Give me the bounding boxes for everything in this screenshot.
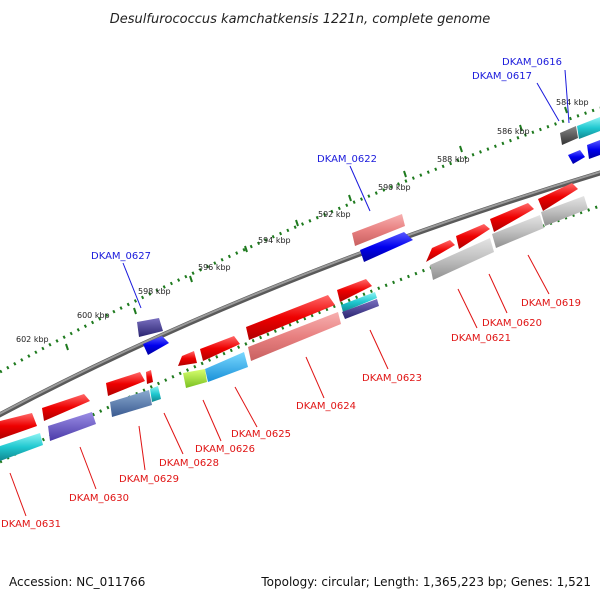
gene-feature[interactable] [568,150,585,164]
gene-label[interactable]: DKAM_0629 [119,474,179,485]
gene-label[interactable]: DKAM_0627 [91,251,151,262]
kbp-label: 598 kbp [138,287,171,296]
gene-feature[interactable] [110,390,152,417]
gene-feature[interactable] [248,312,341,361]
kbp-label: 600 kbp [77,311,110,320]
genome-summary-text: Topology: circular; Length: 1,365,223 bp… [260,575,591,589]
kbp-label: 590 kbp [378,183,411,192]
gene-label[interactable]: DKAM_0631 [1,519,61,530]
gene-feature[interactable] [492,215,544,248]
map-title: Desulfurococcus kamchatkensis 1221n, com… [110,12,491,27]
gene-feature[interactable] [426,240,455,262]
gene-feature[interactable] [456,224,490,249]
major-ticks [65,106,568,351]
gene-label[interactable]: DKAM_0621 [451,333,511,344]
kbp-label: 596 kbp [198,263,231,272]
gene-feature[interactable] [0,413,37,439]
kbp-label: 588 kbp [437,155,470,164]
gene-label[interactable]: DKAM_0626 [195,444,255,455]
bottom-gene-labels: DKAM_0619 DKAM_0620 DKAM_0621 DKAM_0623 … [1,298,581,530]
gene-label[interactable]: DKAM_0620 [482,318,542,329]
gene-label[interactable]: DKAM_0623 [362,373,422,384]
inner-strand-features [0,183,588,461]
gene-feature[interactable] [137,318,163,337]
gene-feature[interactable] [430,238,494,280]
kbp-label: 594 kbp [258,236,291,245]
gene-label[interactable]: DKAM_0630 [69,493,129,504]
gene-label[interactable]: DKAM_0622 [317,154,377,165]
kbp-label: 602 kbp [16,335,49,344]
gene-feature[interactable] [143,336,169,355]
gene-feature[interactable] [541,196,588,226]
bottom-leader-lines [9,254,550,517]
gene-label[interactable]: DKAM_0625 [231,429,291,440]
gene-feature[interactable] [150,386,161,402]
gene-feature[interactable] [200,336,240,361]
kbp-scale-labels: 584 kbp 586 kbp 588 kbp 590 kbp 592 kbp … [16,98,589,344]
gene-feature[interactable] [577,117,600,139]
gene-feature[interactable] [538,183,578,211]
gene-feature[interactable] [146,370,153,384]
gene-feature[interactable] [0,433,43,461]
gene-label[interactable]: DKAM_0619 [521,298,581,309]
gene-label[interactable]: DKAM_0617 [472,71,532,82]
gene-feature[interactable] [183,369,207,388]
gene-feature[interactable] [246,295,335,340]
kbp-label: 592 kbp [318,210,351,219]
genome-backbone [0,170,600,418]
gene-feature[interactable] [178,351,197,366]
top-leader-lines [122,69,570,309]
accession-text: Accession: NC_011766 [9,575,145,589]
outer-tick-track [0,106,600,374]
gene-feature[interactable] [560,126,578,145]
gene-feature[interactable] [490,203,534,232]
top-gene-labels: DKAM_0616 DKAM_0617 DKAM_0622 DKAM_0627 [91,57,562,262]
kbp-label: 586 kbp [497,127,530,136]
outer-strand-features [137,117,600,355]
gene-feature[interactable] [341,292,377,312]
gene-feature[interactable] [106,372,145,396]
gene-feature[interactable] [205,352,248,382]
gene-feature[interactable] [342,299,379,319]
gene-feature[interactable] [48,412,96,441]
gene-label[interactable]: DKAM_0616 [502,57,562,68]
gene-feature[interactable] [337,279,372,302]
kbp-label: 584 kbp [556,98,589,107]
gene-feature[interactable] [352,214,405,246]
gene-label[interactable]: DKAM_0624 [296,401,356,412]
gene-feature[interactable] [42,394,90,421]
gene-label[interactable]: DKAM_0628 [159,458,219,469]
gene-feature[interactable] [360,232,413,262]
gene-feature[interactable] [587,140,600,159]
